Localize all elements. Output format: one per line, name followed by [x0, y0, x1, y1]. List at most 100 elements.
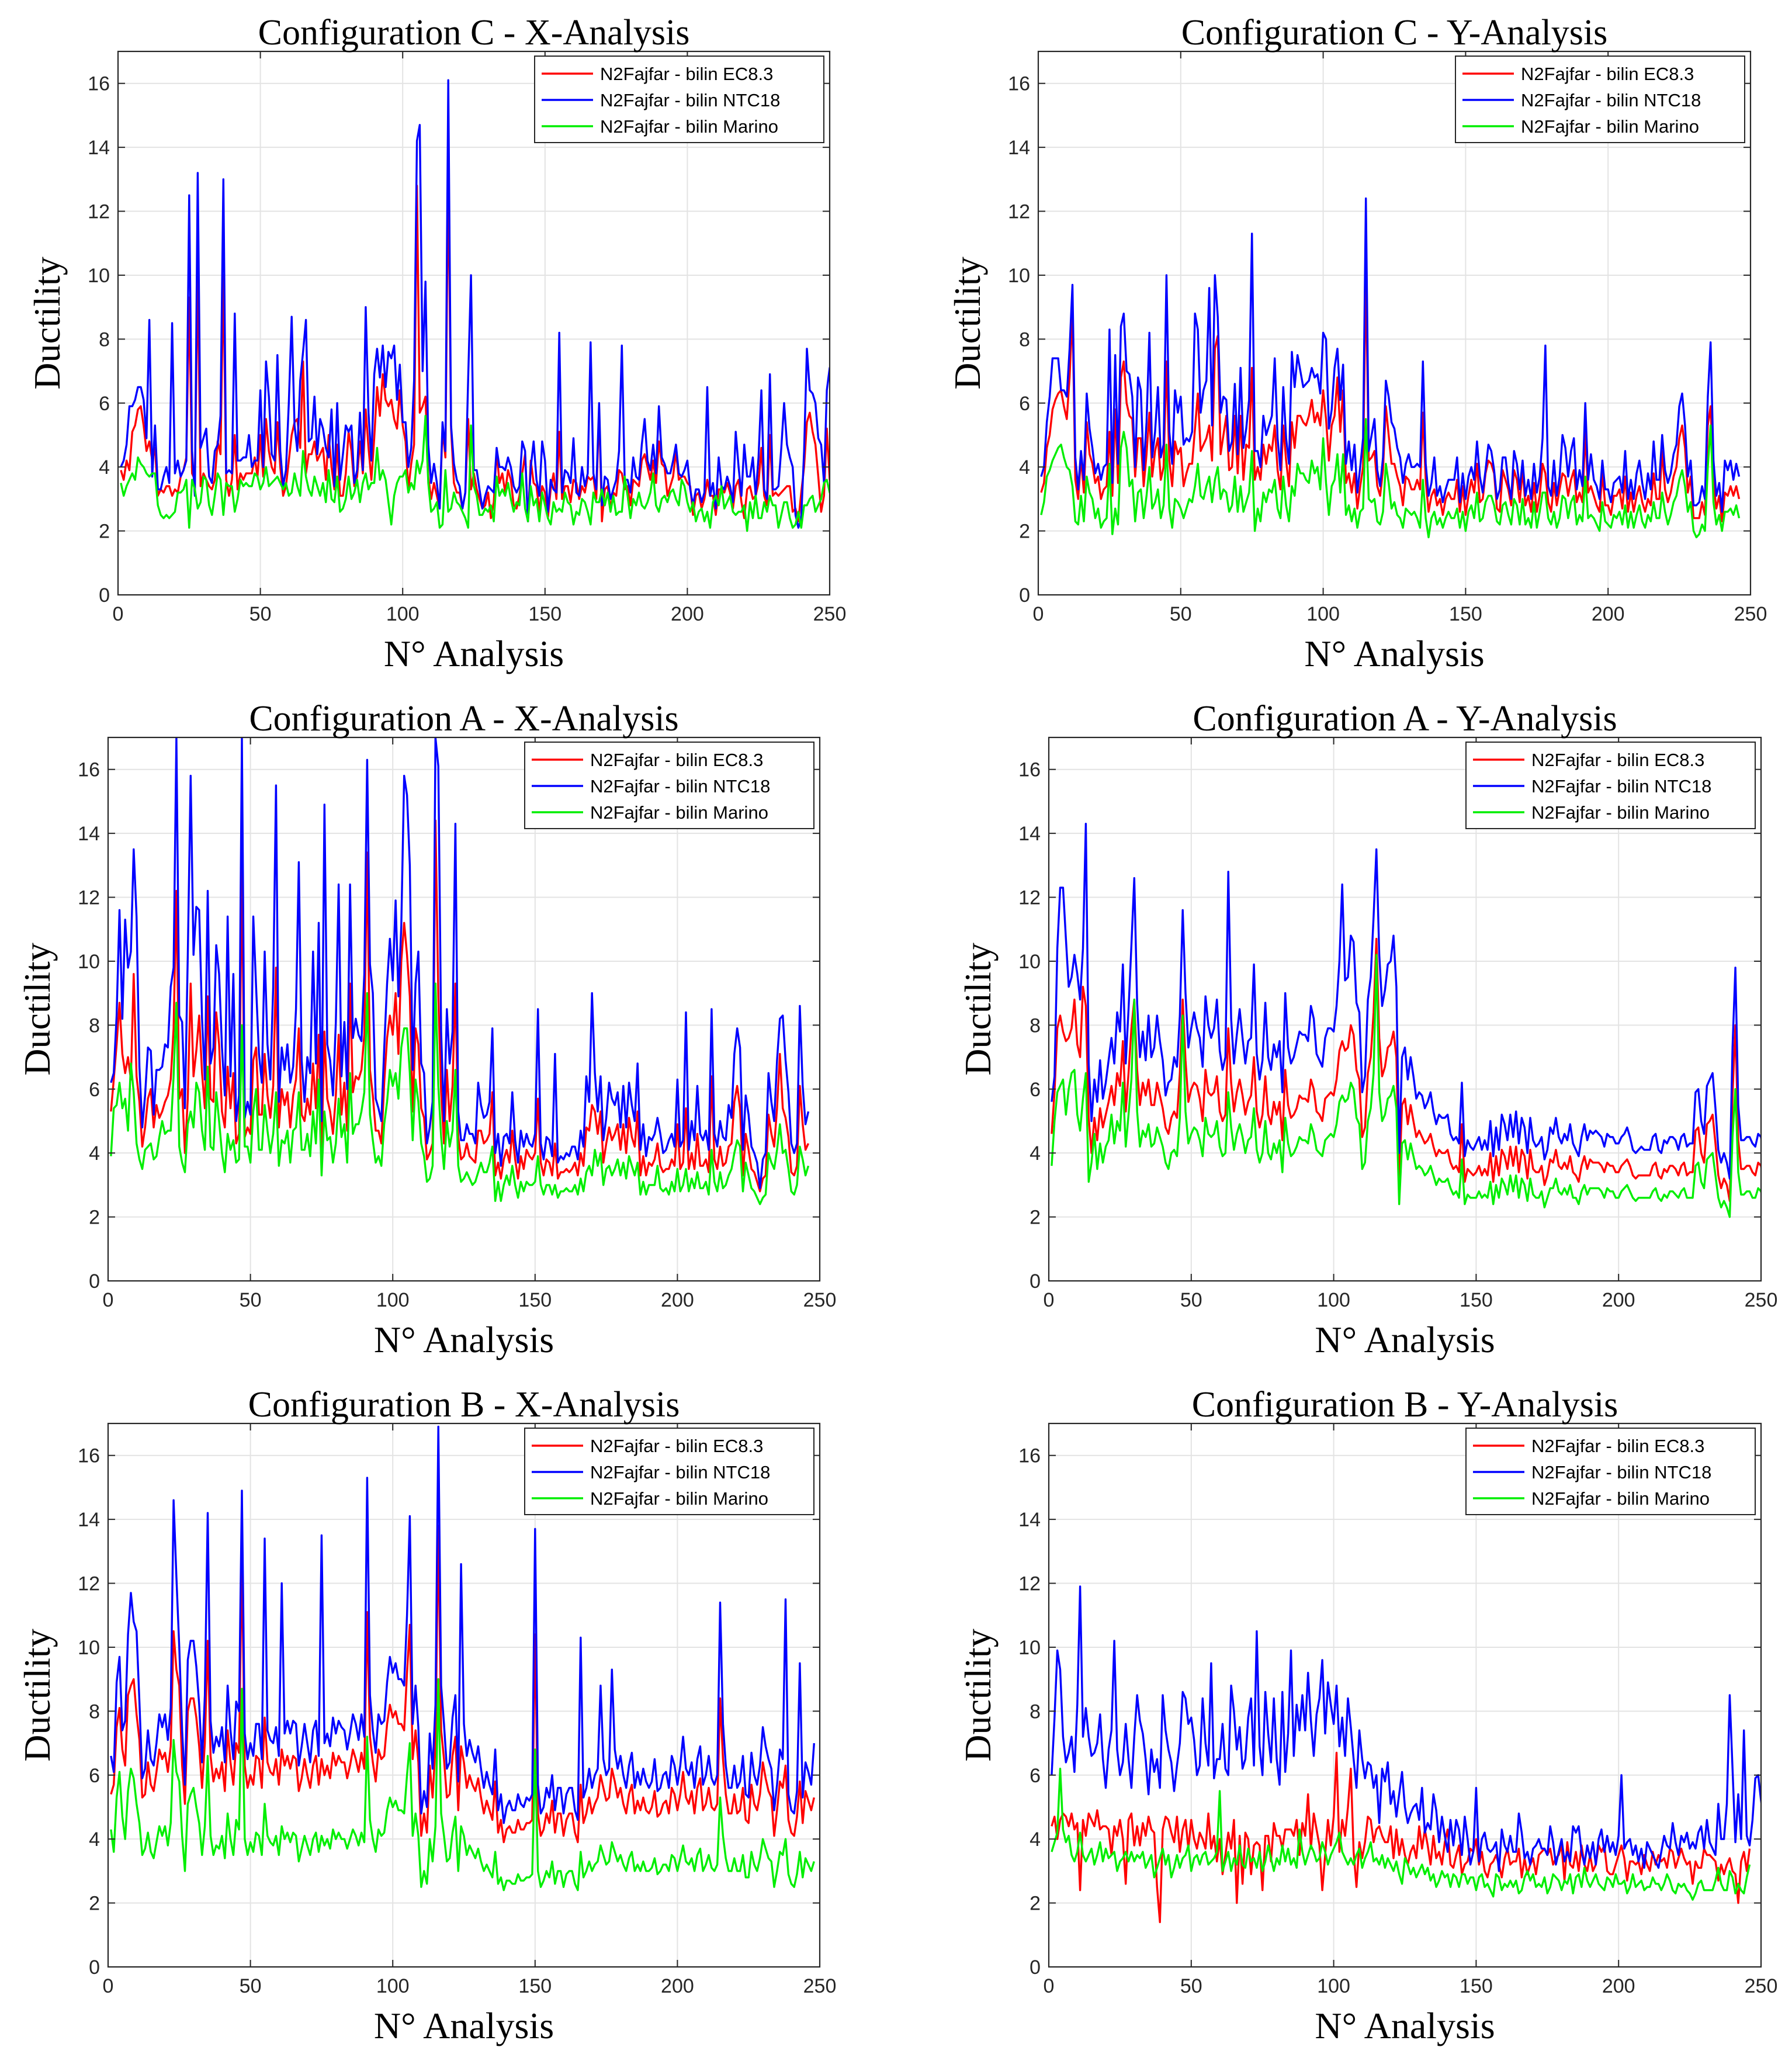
y-tick-label: 12	[78, 1573, 100, 1595]
y-tick-label: 16	[1018, 1445, 1041, 1467]
x-tick-label: 50	[1180, 1975, 1202, 1997]
y-tick-label: 12	[1008, 201, 1030, 223]
y-axis-label: Ductility	[16, 1629, 58, 1762]
y-tick-label: 0	[89, 1956, 100, 1979]
legend-label: N2Fajfar - bilin Marino	[1531, 1488, 1710, 1509]
series-group	[110, 737, 810, 1206]
x-tick-label: 0	[113, 603, 124, 625]
legend-label: N2Fajfar - bilin NTC18	[590, 776, 770, 796]
x-tick-label: 50	[240, 1975, 262, 1997]
x-tick-label: 50	[240, 1289, 262, 1311]
axes-frame	[117, 50, 831, 596]
y-tick-label: 10	[1008, 265, 1030, 287]
y-tick-label: 2	[1030, 1893, 1041, 1915]
x-tick-label: 100	[376, 1289, 410, 1311]
x-tick-label: 100	[376, 1975, 410, 1997]
y-tick-label: 12	[1018, 887, 1041, 909]
y-tick-label: 2	[89, 1207, 100, 1229]
y-tick-label: 6	[1019, 393, 1030, 415]
y-tick-label: 6	[89, 1765, 100, 1787]
y-tick-label: 10	[78, 1637, 100, 1659]
legend: N2Fajfar - bilin EC8.3 N2Fajfar - bilin N…	[1465, 1428, 1756, 1515]
y-axis-label: Ductility	[26, 257, 68, 390]
x-tick-label: 150	[518, 1289, 552, 1311]
chart-title: Configuration C - X-Analysis	[258, 13, 690, 53]
series-line-2	[1040, 197, 1741, 513]
x-tick-label: 150	[1449, 603, 1482, 625]
legend: N2Fajfar - bilin EC8.3 N2Fajfar - bilin N…	[524, 1428, 814, 1515]
y-tick-label: 4	[1030, 1828, 1041, 1851]
y-tick-label: 6	[1030, 1765, 1041, 1787]
series-line-3	[1040, 418, 1741, 539]
y-tick-label: 12	[1018, 1573, 1041, 1595]
chart-title: Configuration B - Y-Analysis	[1192, 1385, 1618, 1425]
x-tick-label: 150	[528, 603, 561, 625]
x-axis-label: N° Analysis	[1315, 1319, 1495, 1360]
y-tick-label: 14	[1018, 1509, 1041, 1531]
legend-label: N2Fajfar - bilin EC8.3	[590, 1436, 763, 1456]
x-tick-label: 250	[813, 603, 847, 625]
x-tick-label: 250	[1745, 1975, 1778, 1997]
legend-label: N2Fajfar - bilin NTC18	[600, 90, 780, 110]
legend-label: N2Fajfar - bilin EC8.3	[590, 750, 763, 770]
chart-panel-2: 0 50 100 150 200 250 0 2 4 6 8 10 12 14 16 Configuratio…	[947, 13, 1767, 674]
y-tick-label: 0	[1030, 1956, 1041, 1979]
legend-label: N2Fajfar - bilin EC8.3	[600, 64, 773, 84]
x-tick-label: 0	[103, 1289, 114, 1311]
series-group	[1040, 197, 1741, 539]
series-line-1	[110, 1525, 815, 1844]
legend-box	[524, 742, 814, 829]
chart-title: Configuration C - Y-Analysis	[1181, 13, 1608, 53]
y-tick-label: 14	[1018, 823, 1041, 845]
legend-label: N2Fajfar - bilin Marino	[1521, 116, 1699, 137]
series-line-1	[110, 819, 810, 1193]
x-tick-label: 150	[1460, 1975, 1493, 1997]
chart-panel-6: 0 50 100 150 200 250 0 2 4 6 8 10 12 14 16 Configuratio…	[957, 1385, 1777, 2046]
series-line-2	[110, 1425, 815, 1824]
series-line-1	[1040, 271, 1741, 522]
x-tick-label: 0	[103, 1975, 114, 1997]
chart-panel-1: 0 50 100 150 200 250 0 2 4 6 8 10 12 14 16 Configuratio…	[26, 13, 846, 674]
chart-title: Configuration A - Y-Analysis	[1193, 699, 1617, 739]
x-tick-label: 250	[803, 1289, 837, 1311]
chart-title: Configuration A - X-Analysis	[249, 699, 678, 739]
x-tick-label: 100	[1317, 1975, 1350, 1997]
x-axis-label: N° Analysis	[374, 1319, 554, 1360]
series-line-3	[110, 982, 810, 1206]
legend: N2Fajfar - bilin EC8.3 N2Fajfar - bilin N…	[1455, 56, 1745, 143]
series-line-3	[1051, 954, 1761, 1218]
x-tick-label: 0	[1044, 1289, 1055, 1311]
y-tick-label: 10	[1018, 951, 1041, 973]
x-tick-label: 100	[1317, 1289, 1350, 1311]
legend: N2Fajfar - bilin EC8.3 N2Fajfar - bilin N…	[524, 742, 814, 829]
y-tick-label: 8	[1030, 1014, 1041, 1037]
x-tick-label: 200	[1602, 1975, 1635, 1997]
series-line-3	[120, 414, 830, 532]
legend: N2Fajfar - bilin EC8.3 N2Fajfar - bilin N…	[1465, 742, 1756, 829]
axes-frame	[1048, 1422, 1762, 1968]
legend-box	[1465, 742, 1756, 829]
y-tick-label: 4	[1030, 1142, 1041, 1165]
x-tick-label: 0	[1044, 1975, 1055, 1997]
x-tick-label: 250	[1745, 1289, 1778, 1311]
x-axis-label: N° Analysis	[1315, 2005, 1495, 2046]
x-tick-label: 50	[1170, 603, 1192, 625]
y-tick-label: 8	[89, 1700, 100, 1723]
y-tick-label: 2	[89, 1893, 100, 1915]
series-group	[110, 1425, 815, 1892]
legend-label: N2Fajfar - bilin Marino	[600, 116, 778, 137]
x-tick-label: 200	[671, 603, 704, 625]
y-tick-label: 4	[89, 1828, 100, 1851]
legend-label: N2Fajfar - bilin EC8.3	[1531, 750, 1704, 770]
x-tick-label: 50	[249, 603, 272, 625]
legend-label: N2Fajfar - bilin EC8.3	[1531, 1436, 1704, 1456]
series-group	[1051, 1585, 1761, 1924]
legend-label: N2Fajfar - bilin Marino	[1531, 802, 1710, 823]
y-axis-label: Ductility	[947, 257, 988, 390]
x-tick-label: 200	[661, 1975, 694, 1997]
y-tick-label: 2	[99, 521, 110, 543]
y-tick-label: 10	[88, 265, 110, 287]
x-axis-label: N° Analysis	[1304, 633, 1484, 674]
legend-label: N2Fajfar - bilin NTC18	[590, 1462, 770, 1482]
